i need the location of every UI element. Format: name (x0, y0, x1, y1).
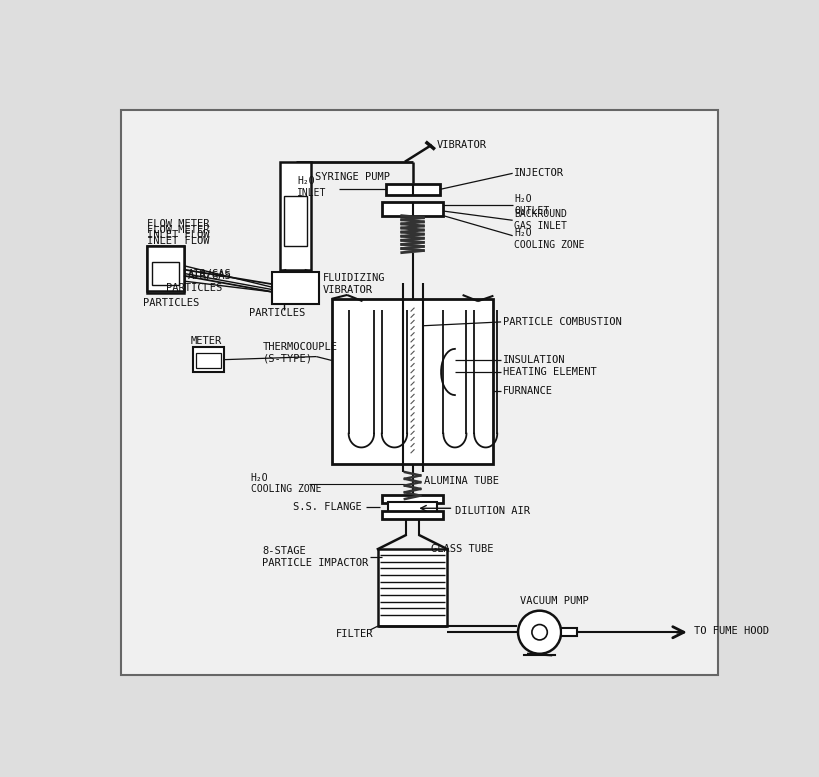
Text: GLASS TUBE: GLASS TUBE (431, 544, 493, 554)
Text: PARTICLE COMBUSTION: PARTICLE COMBUSTION (502, 317, 621, 327)
Bar (382, 511, 443, 519)
Text: INSULATION: INSULATION (502, 355, 564, 365)
Text: FLOW METER
INLET FLOW: FLOW METER INLET FLOW (147, 225, 209, 246)
Text: FURNANCE: FURNANCE (502, 386, 552, 396)
Bar (152, 262, 179, 285)
Bar (560, 629, 576, 636)
Bar (387, 502, 437, 513)
Text: H₂O
COOLING ZONE: H₂O COOLING ZONE (251, 473, 321, 494)
Circle shape (532, 625, 546, 640)
Text: VIBRATOR: VIBRATOR (436, 140, 486, 150)
Text: FILTER: FILTER (335, 629, 373, 639)
Text: AIR/GAS: AIR/GAS (188, 270, 231, 280)
Text: PARTICLES: PARTICLES (249, 308, 305, 319)
Bar (283, 197, 306, 246)
Bar (192, 347, 224, 372)
Text: ALUMINA TUBE: ALUMINA TUBE (423, 476, 499, 486)
Bar (332, 299, 493, 465)
Text: INJECTOR: INJECTOR (514, 169, 563, 178)
Bar (518, 629, 560, 636)
Text: H₂O
OUTLET: H₂O OUTLET (514, 194, 549, 216)
Text: SYRINGE PUMP: SYRINGE PUMP (314, 172, 389, 182)
Text: PARTICLES: PARTICLES (166, 283, 222, 293)
Bar (147, 246, 183, 293)
Text: PARTICLES: PARTICLES (143, 298, 199, 308)
Bar (378, 549, 446, 626)
Bar (280, 162, 310, 270)
Bar (196, 353, 220, 368)
Text: AIR/GAS: AIR/GAS (188, 269, 231, 279)
Text: TO FUME HOOD: TO FUME HOOD (693, 626, 767, 636)
Text: H₂O
INLET: H₂O INLET (296, 176, 326, 198)
Bar (152, 263, 179, 287)
Text: BACKROUND
GAS INLET: BACKROUND GAS INLET (514, 210, 567, 231)
Bar (382, 495, 443, 503)
Text: THERMOCOUPLE
(S-TYPE): THERMOCOUPLE (S-TYPE) (262, 342, 337, 364)
Text: FLOW METER
INLET FLOW: FLOW METER INLET FLOW (147, 218, 209, 240)
Text: 8-STAGE
PARTICLE IMPACTOR: 8-STAGE PARTICLE IMPACTOR (262, 546, 369, 567)
Text: DILUTION AIR: DILUTION AIR (455, 506, 529, 516)
Text: FLUIDIZING
VIBRATOR: FLUIDIZING VIBRATOR (322, 274, 384, 295)
Text: S.S. FLANGE: S.S. FLANGE (293, 502, 361, 512)
Text: HEATING ELEMENT: HEATING ELEMENT (502, 367, 595, 377)
Bar (272, 272, 319, 305)
Text: H₂O
COOLING ZONE: H₂O COOLING ZONE (514, 228, 584, 249)
Bar (147, 246, 183, 291)
Bar (385, 184, 439, 195)
Text: METER: METER (191, 336, 222, 347)
Circle shape (518, 611, 560, 653)
Bar (382, 202, 443, 216)
Text: VACUUM PUMP: VACUUM PUMP (520, 597, 588, 606)
